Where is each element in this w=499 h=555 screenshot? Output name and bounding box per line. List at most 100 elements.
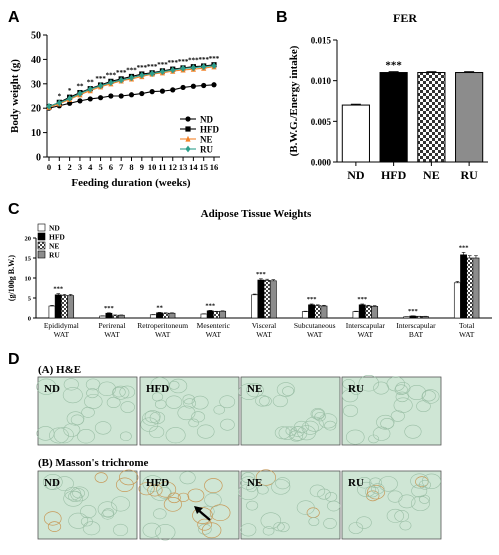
- significance-label: ***: [459, 244, 469, 251]
- adipocyte: [49, 427, 69, 444]
- micrograph: NE: [238, 376, 341, 446]
- adipocyte: [188, 418, 199, 428]
- adipocyte: [80, 505, 97, 519]
- x-tick-label: 15: [199, 162, 208, 172]
- micrograph: HFD: [138, 470, 240, 541]
- adipocyte: [386, 508, 404, 523]
- x-tick-label: 3: [78, 162, 82, 172]
- adipocyte: [149, 425, 165, 439]
- adipocyte: [169, 378, 188, 394]
- y-tick-label: 0.000: [311, 158, 332, 168]
- adipocyte: [85, 378, 101, 391]
- bar-ru: [67, 295, 75, 319]
- adipocyte: [179, 471, 196, 485]
- y-tick-label: 0.010: [311, 76, 332, 86]
- data-point-ru: [149, 70, 155, 77]
- adipocyte: [341, 389, 359, 403]
- adipocyte: [373, 381, 389, 395]
- x-tick-label: 5: [98, 162, 102, 172]
- data-point-ru: [201, 63, 207, 71]
- data-point-ru: [139, 71, 145, 79]
- adipocyte: [327, 500, 341, 512]
- significance-label: ***: [178, 58, 189, 66]
- adipocyte: [368, 434, 379, 444]
- panel-letter-c: C: [8, 201, 20, 218]
- adipocyte: [411, 495, 430, 512]
- x-tick-label: 4: [88, 162, 93, 172]
- adipocyte: [112, 385, 130, 400]
- bar-nd: [251, 294, 259, 319]
- adipocyte: [422, 390, 436, 402]
- x-tick-label: 8: [129, 162, 133, 172]
- adipocyte: [155, 524, 176, 541]
- significance-label: ***: [357, 296, 367, 303]
- data-point-nd: [180, 84, 186, 91]
- adipocyte: [150, 484, 171, 501]
- micrograph-label: RU: [348, 477, 364, 489]
- adipocyte: [204, 478, 223, 494]
- legend-marker: [185, 145, 191, 153]
- micrograph-label: ND: [44, 383, 60, 395]
- x-tick-label: WAT: [256, 330, 272, 339]
- chart-b-ylabel: (B.W.G./Energy intake): [288, 45, 300, 156]
- significance-label: ***: [188, 57, 199, 65]
- adipocyte: [138, 482, 155, 496]
- y-tick-label: 10: [25, 276, 32, 283]
- bar-ne: [365, 305, 372, 319]
- data-point-nd: [128, 92, 135, 98]
- x-tick-label: Retroperitoneum: [137, 321, 188, 330]
- y-tick-label: 0: [36, 153, 41, 164]
- micrograph-label: ND: [44, 477, 60, 489]
- adipocyte: [177, 405, 196, 421]
- bar-hfd: [257, 279, 265, 319]
- adipocyte: [106, 396, 121, 409]
- adipocyte: [255, 469, 277, 486]
- adipocyte: [97, 501, 118, 518]
- adipocyte: [357, 481, 376, 498]
- legend-label: HFD: [200, 125, 219, 135]
- adipocyte: [421, 389, 440, 404]
- bar-ru: [421, 316, 429, 319]
- adipocyte: [323, 517, 337, 529]
- y-tick-label: 20: [31, 104, 41, 115]
- micrograph: ND: [37, 469, 139, 540]
- adipocyte: [259, 396, 272, 407]
- adipocyte: [72, 488, 85, 499]
- adipocyte: [111, 496, 130, 512]
- adipocyte: [278, 426, 296, 441]
- adipocyte: [192, 507, 213, 524]
- adipocyte: [84, 394, 103, 409]
- data-point-ru: [170, 66, 176, 74]
- adipocyte: [358, 374, 379, 392]
- adipocyte: [239, 476, 257, 490]
- adipocyte: [272, 394, 288, 408]
- adipocyte: [260, 512, 282, 529]
- x-tick-label: Subcutaneous: [294, 321, 336, 330]
- micrograph: NE: [238, 469, 341, 540]
- bar-nd: [341, 104, 370, 163]
- micrograph-label: NE: [247, 383, 262, 395]
- bar-ne: [466, 257, 474, 319]
- significance-label: ***: [307, 296, 317, 303]
- bar-nd: [149, 314, 157, 319]
- x-tick-label: 11: [158, 162, 166, 172]
- x-tick-label: Epididymal: [44, 321, 79, 330]
- significance-label: ***: [95, 75, 106, 83]
- chart-c-ylabel: (g/100g B.W.): [7, 255, 16, 301]
- significance-label: ***: [147, 63, 158, 71]
- data-point-nd: [139, 90, 145, 97]
- legend-label: ND: [200, 115, 213, 125]
- x-tick-label: 16: [210, 162, 219, 172]
- adipocyte: [241, 472, 256, 484]
- y-tick-label: 20: [25, 236, 32, 243]
- adipocyte: [183, 398, 197, 409]
- adipocyte: [418, 479, 431, 490]
- adipocyte: [395, 391, 409, 403]
- significance-label: ***: [157, 61, 168, 69]
- x-tick-label: 1: [57, 162, 61, 172]
- adipocyte: [256, 484, 269, 495]
- significance-label: **: [76, 83, 84, 91]
- data-point-nd: [190, 83, 196, 89]
- adipocyte: [275, 477, 291, 490]
